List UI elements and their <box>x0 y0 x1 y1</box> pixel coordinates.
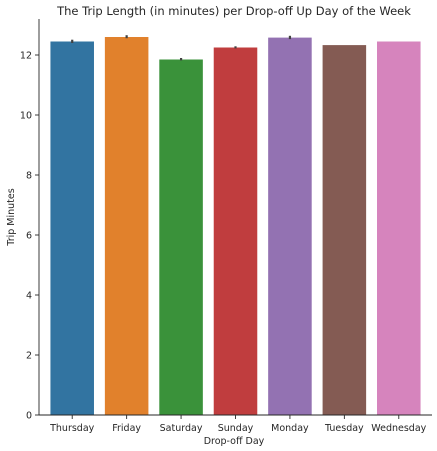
y-axis-label: Trip Minutes <box>6 188 17 246</box>
y-tick-label-8: 8 <box>26 171 32 182</box>
bar-tuesday <box>322 45 367 415</box>
chart-title: The Trip Length (in minutes) per Drop-of… <box>56 4 411 18</box>
bars-group <box>50 37 421 415</box>
bar-monday <box>268 37 312 415</box>
y-tick-label-0: 0 <box>26 411 32 422</box>
x-axis: Thursday Friday Saturday Sunday Monday Tuesda… <box>49 415 427 434</box>
bar-friday <box>104 37 149 415</box>
x-tick-label-saturday: Saturday <box>160 423 203 434</box>
y-tick-label-12: 12 <box>20 51 32 62</box>
x-tick-label-sunday: Sunday <box>218 423 254 434</box>
y-tick-label-6: 6 <box>26 231 32 242</box>
x-axis-label: Drop-off Day <box>204 436 265 447</box>
x-tick-label-tuesday: Tuesday <box>324 423 364 434</box>
x-tick-label-friday: Friday <box>112 423 141 434</box>
y-tick-label-2: 2 <box>26 351 32 362</box>
y-axis: 0 2 4 6 8 10 12 <box>20 51 39 422</box>
error-bars-group <box>71 35 292 61</box>
y-tick-label-4: 4 <box>26 291 32 302</box>
y-tick-label-10: 10 <box>20 111 32 122</box>
x-tick-label-wednesday: Wednesday <box>371 423 426 434</box>
x-tick-label-thursday: Thursday <box>49 423 95 434</box>
bar-sunday <box>213 47 258 415</box>
bar-wednesday <box>377 41 421 415</box>
x-tick-label-monday: Monday <box>271 423 309 434</box>
bar-thursday <box>50 41 94 415</box>
bar-saturday <box>159 59 203 415</box>
